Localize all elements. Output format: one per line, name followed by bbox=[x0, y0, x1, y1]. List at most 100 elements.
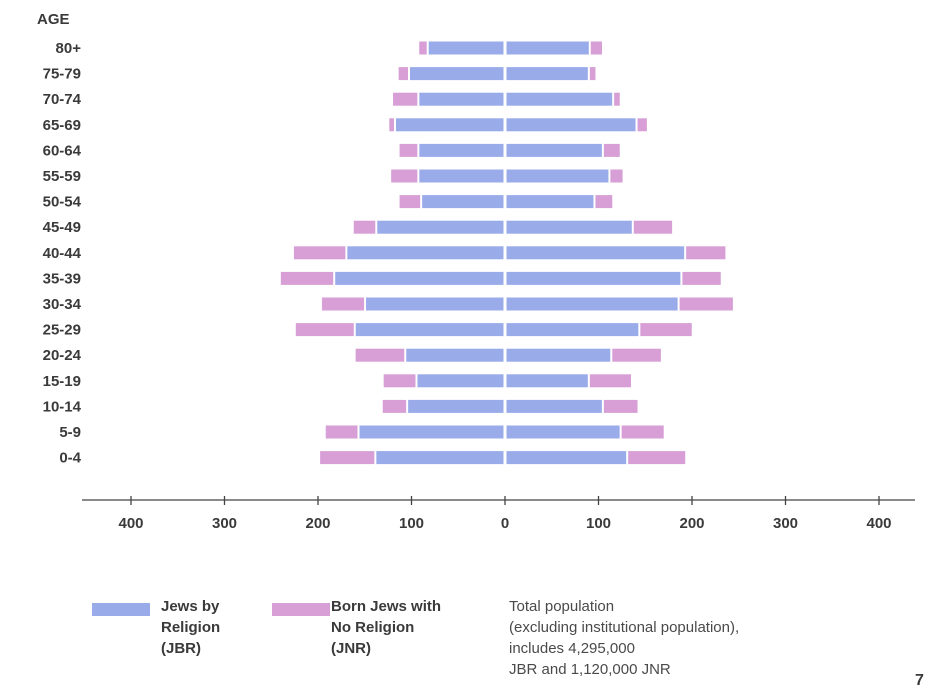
bar-jnr-left bbox=[325, 425, 358, 439]
age-group-label: 20-24 bbox=[43, 347, 82, 364]
bar-jbr-right bbox=[506, 297, 678, 311]
bar-jbr-left bbox=[359, 425, 504, 439]
bar-jbr-right bbox=[506, 118, 636, 132]
bar-jnr-right bbox=[595, 195, 613, 209]
bar-jnr-right bbox=[589, 374, 631, 388]
bar-jnr-left bbox=[383, 374, 416, 388]
bar-jnr-right bbox=[637, 118, 647, 132]
bar-jnr-left bbox=[391, 169, 418, 183]
age-group-label: 15-19 bbox=[43, 373, 81, 390]
note-line: includes 4,295,000 bbox=[509, 640, 635, 657]
note-line: Total population bbox=[509, 598, 615, 615]
bar-jnr-left bbox=[419, 41, 427, 55]
age-group-label: 70-74 bbox=[43, 91, 82, 108]
bar-jnr-left bbox=[320, 451, 375, 465]
bar-jbr-right bbox=[506, 220, 632, 234]
bar-jnr-right bbox=[603, 143, 620, 157]
age-group-label: 80+ bbox=[56, 40, 82, 57]
x-axis: 400 300 200 100 0 100 200 300 400 bbox=[82, 496, 915, 532]
legend-jbr-line: Religion bbox=[161, 619, 221, 636]
bar-jbr-right bbox=[506, 41, 589, 55]
bar-jbr-right bbox=[506, 451, 627, 465]
legend-jbr: Jews by Religion (JBR) bbox=[161, 596, 220, 659]
axis-title: AGE bbox=[37, 11, 70, 28]
age-group-label: 45-49 bbox=[43, 219, 81, 236]
bar-jbr-left bbox=[419, 143, 504, 157]
bar-jbr-right bbox=[506, 323, 639, 337]
x-tick-label: 200 bbox=[305, 515, 330, 532]
bar-jbr-right bbox=[506, 92, 613, 106]
bar-jnr-right bbox=[589, 67, 596, 81]
bar-jbr-left bbox=[395, 118, 504, 132]
x-tick-label: 100 bbox=[586, 515, 611, 532]
age-group-label: 35-39 bbox=[43, 270, 81, 287]
bar-jbr-right bbox=[506, 246, 685, 260]
age-labels-group: AGE 80+ 75-79 70-74 65-69 60-64 55-59 50-54 45-4… bbox=[37, 11, 82, 467]
x-tick-label: 300 bbox=[773, 515, 798, 532]
bar-jnr-left bbox=[353, 220, 376, 234]
legend-jnr-line: (JNR) bbox=[331, 640, 371, 657]
page-number: 7 bbox=[915, 672, 924, 689]
age-group-label: 25-29 bbox=[43, 322, 81, 339]
bar-jbr-left bbox=[410, 67, 504, 81]
bar-jbr-left bbox=[428, 41, 504, 55]
age-group-label: 75-79 bbox=[43, 66, 81, 83]
bar-jbr-left bbox=[355, 323, 504, 337]
age-group-label: 55-59 bbox=[43, 168, 81, 185]
bar-jnr-right bbox=[621, 425, 664, 439]
age-group-label: 60-64 bbox=[43, 142, 82, 159]
bar-jbr-left bbox=[366, 297, 504, 311]
bar-jbr-right bbox=[506, 348, 611, 362]
legend-jnr: Born Jews with No Religion (JNR) bbox=[331, 596, 441, 659]
bar-jnr-left bbox=[398, 67, 408, 81]
bar-jnr-right bbox=[686, 246, 726, 260]
legend-swatch-jbr bbox=[92, 603, 150, 616]
bar-jbr-left bbox=[419, 92, 504, 106]
bar-jnr-right bbox=[614, 92, 620, 106]
bar-jbr-right bbox=[506, 399, 602, 413]
age-group-label: 65-69 bbox=[43, 117, 81, 134]
bar-jnr-left bbox=[355, 348, 405, 362]
bar-jnr-right bbox=[610, 169, 623, 183]
x-tick-label: 100 bbox=[399, 515, 424, 532]
bar-jbr-right bbox=[506, 271, 681, 285]
x-tick-label: 300 bbox=[212, 515, 237, 532]
bar-jbr-left bbox=[419, 169, 504, 183]
bar-jbr-left bbox=[335, 271, 504, 285]
bar-jbr-left bbox=[347, 246, 504, 260]
bar-jnr-left bbox=[280, 271, 334, 285]
age-group-label: 30-34 bbox=[43, 296, 82, 313]
x-tick-label: 0 bbox=[501, 515, 509, 532]
bar-jnr-right bbox=[682, 271, 721, 285]
bar-jbr-left bbox=[376, 451, 504, 465]
bar-jnr-left bbox=[399, 195, 421, 209]
bar-jnr-right bbox=[590, 41, 602, 55]
bar-jbr-right bbox=[506, 374, 588, 388]
x-tick-label: 200 bbox=[679, 515, 704, 532]
note-line: JBR and 1,120,000 JNR bbox=[509, 661, 671, 678]
age-group-label: 10-14 bbox=[43, 398, 82, 415]
age-group-label: 5-9 bbox=[59, 424, 81, 441]
bar-jnr-right bbox=[612, 348, 661, 362]
legend-jbr-line: Jews by bbox=[161, 598, 220, 615]
bar-jnr-left bbox=[321, 297, 365, 311]
bar-jnr-left bbox=[393, 92, 418, 106]
bar-jnr-right bbox=[628, 451, 686, 465]
bar-jbr-right bbox=[506, 143, 602, 157]
bar-jnr-left bbox=[382, 399, 407, 413]
bar-jnr-left bbox=[295, 323, 354, 337]
note-line: (excluding institutional population), bbox=[509, 619, 740, 636]
legend-jnr-line: No Religion bbox=[331, 619, 415, 636]
bar-jnr-right bbox=[640, 323, 692, 337]
x-tick-label: 400 bbox=[118, 515, 143, 532]
legend-swatch-jnr bbox=[272, 603, 330, 616]
population-note: Total population (excluding institutiona… bbox=[509, 596, 739, 680]
bars-group bbox=[280, 41, 733, 465]
bar-jnr-right bbox=[603, 399, 638, 413]
bar-jbr-right bbox=[506, 195, 594, 209]
legend-jnr-line: Born Jews with bbox=[331, 598, 442, 615]
bar-jbr-right bbox=[506, 67, 588, 81]
age-group-label: 0-4 bbox=[59, 450, 81, 467]
bar-jnr-right bbox=[679, 297, 733, 311]
bar-jbr-left bbox=[422, 195, 504, 209]
